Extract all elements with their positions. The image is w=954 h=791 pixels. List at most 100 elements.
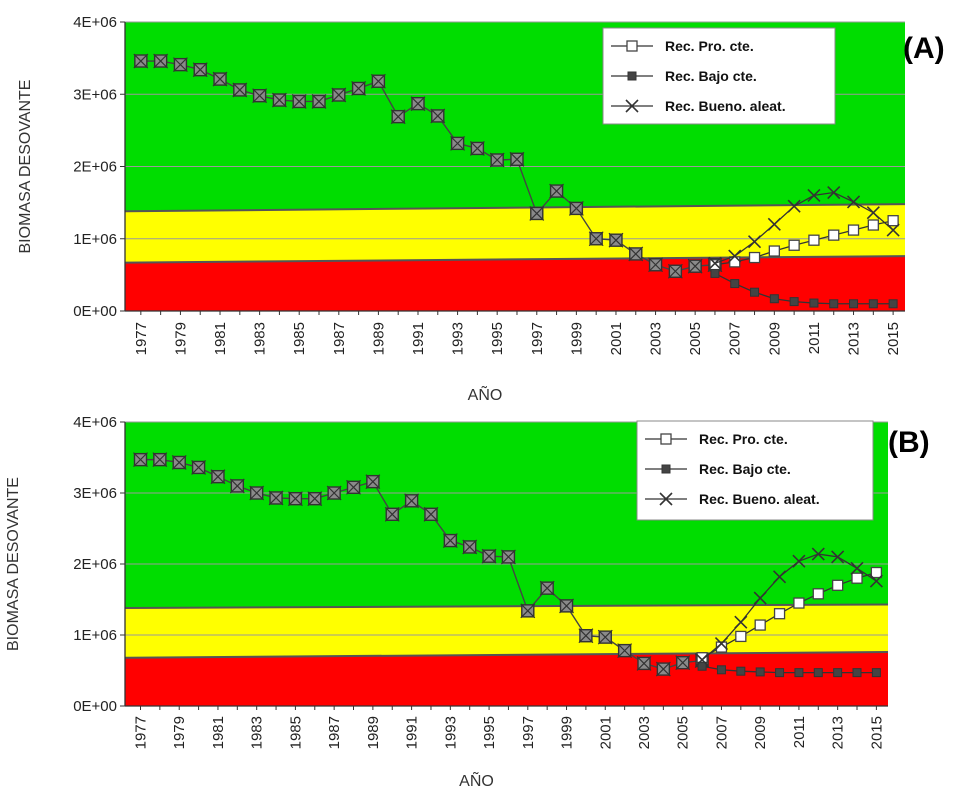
series-point-1: [871, 668, 881, 678]
historical-point: [549, 183, 564, 199]
series-point-2: [695, 653, 709, 667]
historical-point: [287, 491, 303, 507]
x-tick-label: 2009: [752, 716, 769, 749]
zone-boundary-line: [124, 603, 889, 610]
legend-marker: [659, 492, 673, 506]
series-point-0: [709, 259, 721, 271]
historical-point: [307, 491, 323, 507]
series-point-0: [847, 224, 860, 236]
zone-boundary-line: [124, 651, 889, 659]
x-axis-label: AÑO: [459, 770, 494, 790]
x-tick-label: 2013: [830, 716, 847, 749]
series-point-1: [716, 665, 726, 675]
legend-entry: Rec. Pro. cte.: [699, 431, 788, 447]
historical-point: [404, 493, 420, 509]
legend-entry: Rec. Bueno. aleat.: [665, 98, 786, 114]
series-point-1: [794, 668, 804, 678]
historical-point: [648, 257, 663, 273]
y-axis-label: BIOMASA DESOVANTE: [5, 477, 22, 651]
x-tick-label: 2011: [806, 322, 823, 354]
historical-point: [152, 452, 168, 468]
legend-marker: [660, 433, 672, 445]
historical-point: [351, 81, 367, 96]
series-point-0: [831, 579, 844, 591]
series-point-2: [866, 206, 880, 220]
legend-marker: [661, 464, 671, 474]
series-point-1: [710, 268, 720, 278]
historical-point: [559, 598, 574, 614]
x-tick-label: 1983: [252, 322, 269, 355]
series-point-1: [750, 287, 760, 297]
historical-point: [191, 460, 207, 475]
x-tick-label: 2007: [713, 716, 730, 749]
series-point-1: [833, 668, 843, 678]
historical-point: [384, 506, 400, 522]
series-point-2: [747, 235, 762, 249]
zone-1: [125, 604, 888, 658]
x-tick-label: 1999: [559, 716, 576, 749]
historical-point: [229, 478, 245, 494]
x-tick-label: 1979: [171, 716, 188, 749]
x-tick-label: 2009: [766, 322, 783, 355]
x-tick-label: 1977: [132, 716, 149, 749]
x-tick-label: 1997: [520, 716, 537, 749]
x-tick-label: 1981: [212, 322, 229, 355]
y-tick-label: 0E+00: [73, 698, 117, 715]
series-point-1: [730, 279, 740, 289]
historical-point: [171, 455, 187, 470]
x-axis-label: AÑO: [468, 384, 503, 404]
series-point-2: [708, 256, 722, 270]
legend-entry: Rec. Pro. cte.: [665, 38, 754, 54]
historical-point: [232, 82, 248, 98]
historical-point: [588, 231, 604, 247]
x-tick-label: 2001: [597, 716, 614, 749]
historical-point: [442, 533, 458, 548]
series-point-2: [734, 615, 748, 629]
historical-point: [529, 206, 545, 221]
historical-point: [249, 485, 265, 501]
y-tick-label: 3E+06: [73, 485, 117, 502]
historical-point: [326, 485, 342, 501]
historical-point: [687, 258, 703, 274]
y-tick-label: 2E+06: [73, 159, 117, 176]
historical-point: [655, 661, 671, 677]
series-point-0: [773, 608, 786, 620]
zone-1: [125, 204, 905, 263]
x-tick-label: 1991: [410, 322, 427, 355]
historical-point: [520, 603, 536, 619]
legend-marker: [627, 71, 637, 81]
x-tick-label: 2007: [727, 322, 744, 355]
series-point-0: [729, 256, 741, 268]
historical-point: [462, 539, 478, 555]
series-point-1: [888, 299, 898, 309]
legend-entry: Rec. Bajo cte.: [665, 68, 757, 84]
x-tick-label: 1981: [210, 716, 227, 749]
historical-point: [597, 629, 613, 645]
x-tick-label: 2005: [675, 716, 692, 749]
series-point-2: [728, 249, 742, 263]
x-tick-label: 1977: [133, 322, 150, 355]
y-axis-label: BIOMASA DESOVANTE: [17, 80, 34, 254]
series-point-0: [754, 619, 766, 631]
series-point-1: [736, 666, 746, 676]
historical-point: [667, 263, 683, 279]
y-tick-label: 4E+06: [73, 414, 117, 431]
historical-point: [346, 479, 361, 495]
historical-point: [539, 580, 555, 596]
legend-box: [636, 420, 874, 521]
x-tick-label: 1995: [489, 322, 506, 355]
series-point-1: [755, 667, 765, 677]
historical-point: [133, 53, 149, 69]
x-tick-label: 1997: [529, 322, 546, 355]
x-tick-label: 1989: [365, 716, 382, 749]
series-point-0: [748, 251, 761, 264]
x-tick-label: 1987: [331, 322, 348, 355]
historical-point: [509, 151, 525, 167]
historical-point: [430, 108, 446, 124]
y-tick-label: 1E+06: [73, 231, 117, 248]
historical-point: [212, 71, 228, 87]
historical-point: [489, 152, 505, 168]
historical-point: [133, 452, 148, 468]
series-point-2: [846, 195, 861, 209]
